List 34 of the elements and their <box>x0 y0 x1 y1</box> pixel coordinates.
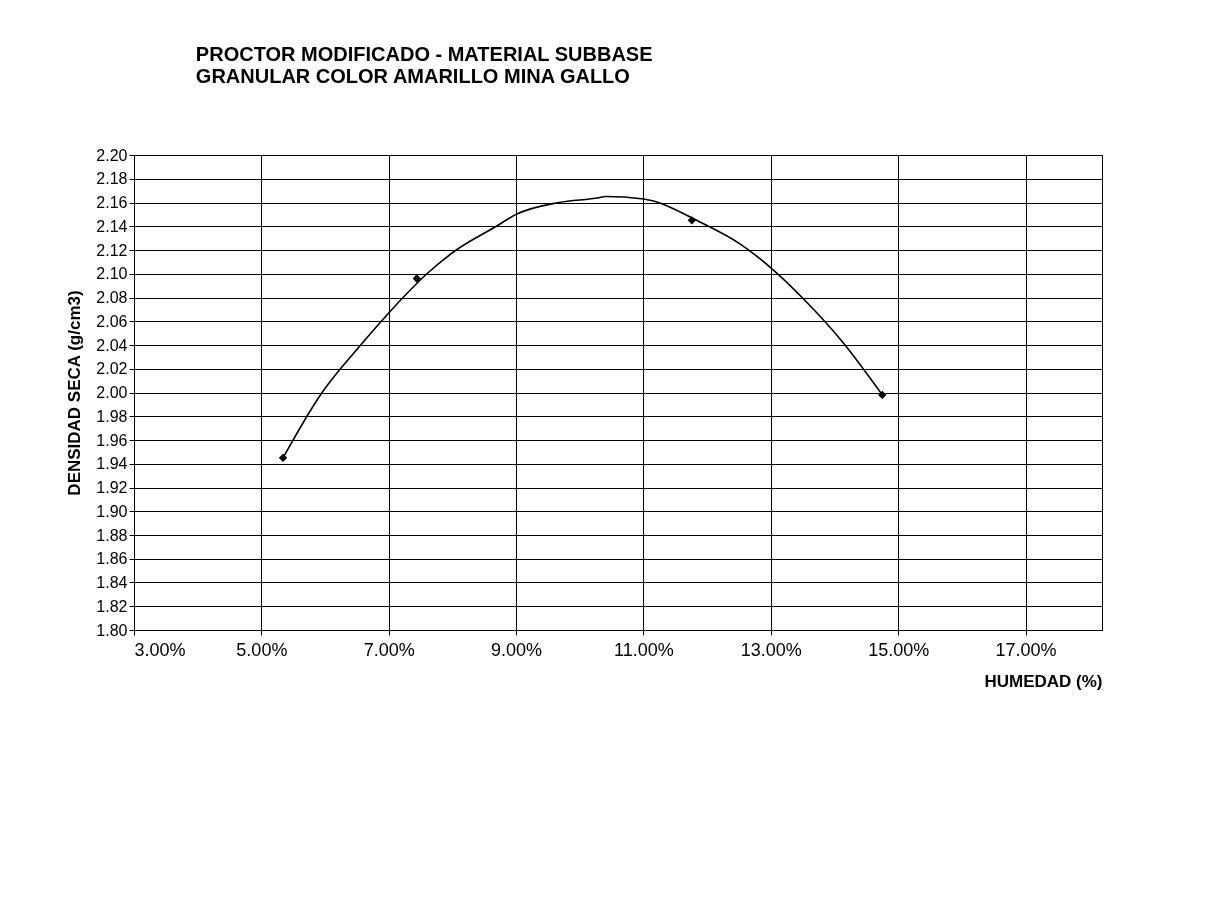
y-tick-label: 2.00 <box>96 384 128 401</box>
y-tick-label: 2.14 <box>96 217 128 235</box>
y-axis-title: DENSIDAD SECA (g/cm3) <box>65 290 85 496</box>
x-tick-label: 7.00% <box>363 639 415 660</box>
y-tick-label: 2.18 <box>96 170 128 188</box>
x-tick-label: 17.00% <box>995 639 1057 660</box>
y-tick-label: 2.08 <box>96 289 128 306</box>
y-tick-label: 1.86 <box>96 550 128 568</box>
y-tick-label: 1.90 <box>96 502 128 520</box>
y-tick-label: 2.20 <box>96 146 128 164</box>
y-tick-label: 2.12 <box>96 241 128 259</box>
x-axis-title: HUMEDAD (%) <box>984 671 1103 691</box>
y-tick-label: 2.02 <box>96 360 128 378</box>
y-tick-label: 2.10 <box>96 265 128 283</box>
y-tick-label: 1.94 <box>96 455 128 473</box>
y-tick-label: 1.98 <box>96 407 128 425</box>
x-tick-label: 13.00% <box>740 639 802 660</box>
y-tick-label: 2.06 <box>96 312 128 330</box>
point <box>412 274 421 283</box>
y-tick-label: 2.16 <box>96 194 128 211</box>
text: PROCTOR MODIFICADO - MATERIAL SUBBASE <box>195 43 653 65</box>
x-tick-label: 3.00% <box>134 639 186 660</box>
x-tick-label: 15.00% <box>868 639 930 660</box>
y-tick-label: 1.84 <box>96 574 128 591</box>
y-tick-label: 1.96 <box>96 431 128 449</box>
x-tick-label: 5.00% <box>236 639 288 660</box>
y-tick-label: 1.88 <box>96 526 128 544</box>
text: GRANULAR COLOR AMARILLO MINA GALLO <box>195 65 630 87</box>
x-tick-label: 11.00% <box>614 639 674 660</box>
y-tick-label: 1.80 <box>96 621 128 639</box>
y-tick-label: 1.82 <box>96 597 128 615</box>
y-tick-label: 1.92 <box>96 479 128 496</box>
x-tick-label: 9.00% <box>491 639 543 660</box>
y-tick-label: 2.04 <box>96 336 128 354</box>
